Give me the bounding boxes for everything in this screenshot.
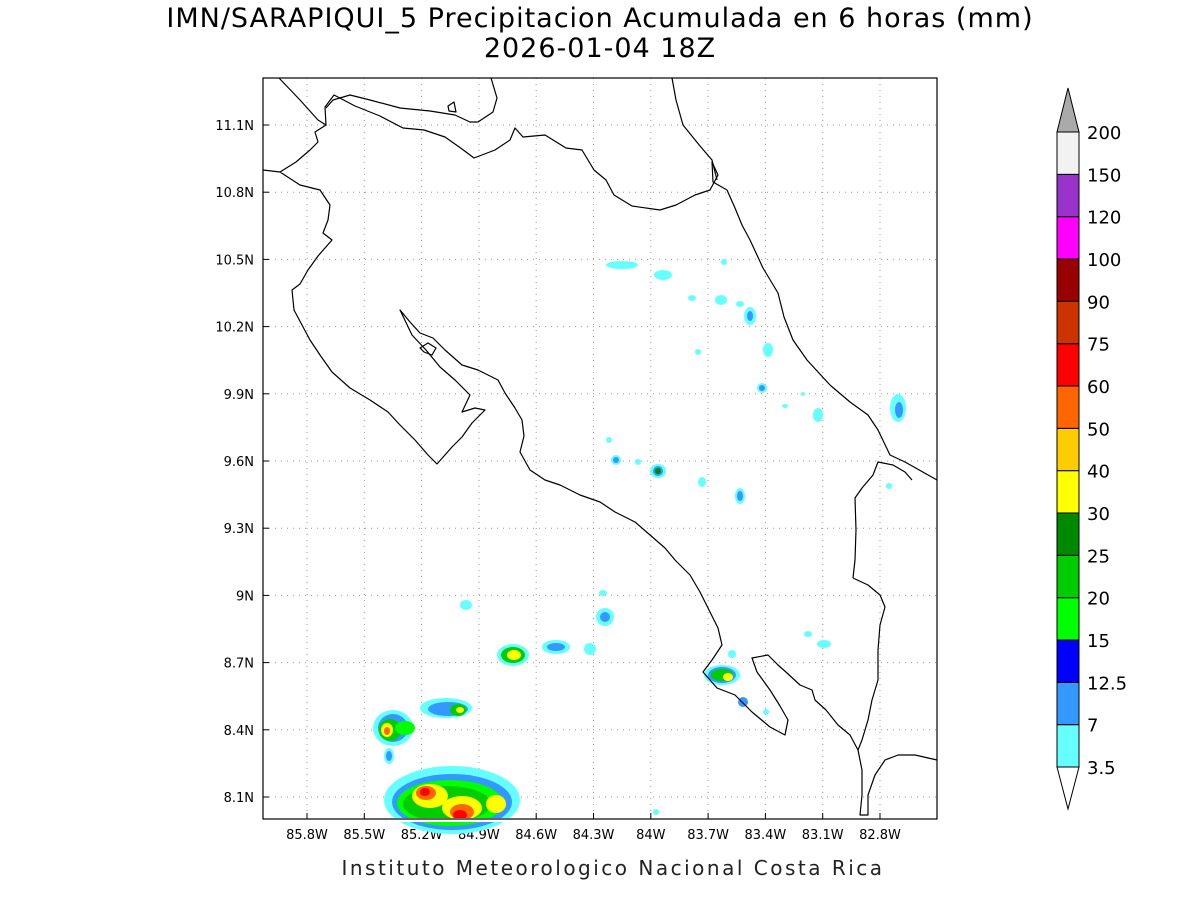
colorbar-label: 20 — [1087, 589, 1110, 610]
lon-tick-label: 85.8W — [286, 828, 328, 843]
rain-cluster-central — [606, 437, 745, 504]
island-lake — [419, 342, 437, 356]
map-subtitle-date: 2026-01-04 18Z — [483, 33, 717, 64]
nicaragua-east-coast — [671, 77, 718, 181]
colorbar-label: 60 — [1087, 377, 1110, 398]
rain-cluster-west-2 — [420, 698, 472, 718]
colorbar-swatch — [1056, 343, 1080, 387]
colorbar-label: 7 — [1087, 716, 1098, 737]
colorbar-label: 40 — [1087, 462, 1110, 483]
colorbar-label: 30 — [1087, 504, 1110, 525]
lat-tick-label: 8.7N — [224, 657, 254, 672]
colorbar-swatch — [1056, 258, 1080, 302]
colorbar-label: 25 — [1087, 546, 1110, 567]
lon-tick-label: 84.3W — [573, 828, 615, 843]
colorbar-legend: 3.5 7 12.5 15 20 25 30 40 50 60 75 90 100 120 150 200 — [1056, 87, 1127, 811]
colorbar-label: 100 — [1087, 250, 1121, 271]
colorbar-bottom-arrow — [1056, 766, 1080, 811]
lat-tick-label: 9N — [236, 589, 254, 604]
map-title: IMN/SARAPIQUI_5 Precipitacion Acumulada … — [166, 3, 1034, 34]
colorbar-label: 12.5 — [1087, 673, 1127, 694]
colorbar-swatch — [1056, 639, 1080, 683]
lon-tick-label: 84W — [636, 828, 666, 843]
colorbar-swatch — [1056, 300, 1080, 345]
colorbar-label: 75 — [1087, 335, 1110, 356]
colorbar-swatch — [1056, 385, 1080, 429]
colorbar-swatch — [1056, 216, 1080, 260]
colorbar-swatch — [1056, 427, 1080, 472]
colorbar-label: 50 — [1087, 419, 1110, 440]
lon-tick-label: 84.6W — [515, 828, 557, 843]
lat-tick-label: 8.1N — [224, 791, 254, 806]
lat-tick-label: 10.8N — [215, 186, 254, 201]
rain-cluster-west — [373, 710, 415, 764]
colorbar-label: 200 — [1087, 123, 1121, 144]
rain-cluster-central-south — [460, 590, 614, 666]
rain-cluster-osa — [704, 650, 769, 715]
lon-tick-label: 85.5W — [343, 828, 385, 843]
lat-tick-label: 10.5N — [215, 253, 254, 268]
lat-tick-label: 9.6N — [224, 455, 254, 470]
rain-cluster-caribbean — [606, 259, 906, 815]
colorbar-swatch — [1056, 512, 1080, 556]
precipitation-field — [373, 259, 906, 834]
plot-area — [263, 78, 937, 819]
colorbar-swatch — [1056, 470, 1080, 514]
panama-border — [852, 461, 913, 751]
colorbar-label: 3.5 — [1087, 758, 1116, 779]
colorbar-swatch — [1056, 724, 1080, 768]
lat-tick-label: 11.1N — [215, 119, 254, 134]
colorbar-label: 15 — [1087, 631, 1110, 652]
colorbar-swatch — [1056, 597, 1080, 641]
pacific-coast-guanacaste — [262, 124, 938, 816]
nicaragua-border-lake — [278, 77, 728, 211]
rain-cluster-southwest — [380, 766, 530, 834]
colorbar-swatch — [1056, 554, 1080, 599]
nicaragua-caribbean-coast — [325, 77, 498, 123]
colorbar-swatch — [1056, 131, 1080, 175]
lat-tick-label: 10.2N — [215, 321, 254, 336]
lat-tick-label: 9.3N — [224, 522, 254, 537]
caribbean-coast-cr — [726, 189, 938, 481]
institution-footer: Instituto Meteorologico Nacional Costa R… — [341, 856, 885, 880]
lon-tick-label: 83.4W — [744, 828, 786, 843]
colorbar-swatch — [1056, 681, 1080, 726]
island-north — [447, 101, 457, 113]
colorbar-label: 150 — [1087, 165, 1121, 186]
colorbar-label: 120 — [1087, 208, 1121, 229]
colorbar-label: 90 — [1087, 292, 1110, 313]
colorbar-swatch — [1056, 173, 1080, 218]
lat-tick-label: 8.4N — [224, 724, 254, 739]
lon-tick-label: 82.8W — [859, 828, 901, 843]
lon-tick-label: 83.7W — [687, 828, 729, 843]
grid-lines: 11.1N 10.8N 10.5N 10.2N 9.9N 9.6N 9.3N 9N 8.7N 8.… — [215, 78, 937, 843]
colorbar-top-arrow — [1056, 87, 1080, 133]
lon-tick-label: 83.1W — [802, 828, 844, 843]
plot-frame — [262, 77, 938, 820]
lat-tick-label: 9.9N — [224, 388, 254, 403]
coastline — [262, 77, 938, 816]
